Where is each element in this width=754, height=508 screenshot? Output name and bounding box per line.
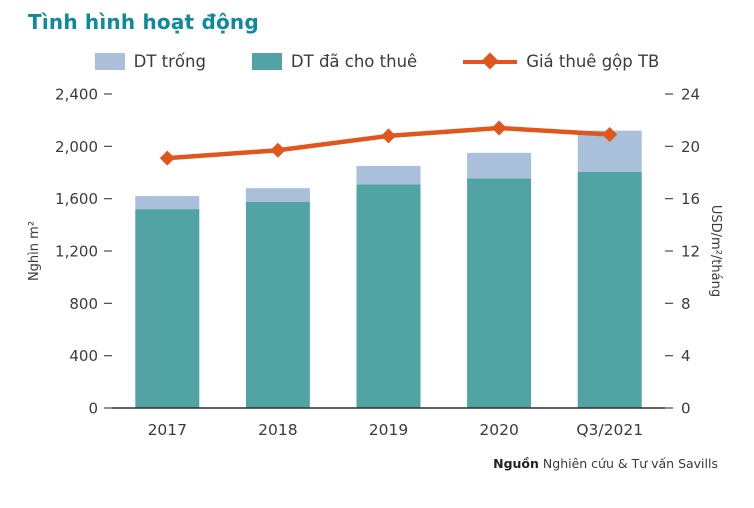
- y-right-tick-label: 16: [681, 190, 700, 208]
- bar-segment: [135, 209, 200, 408]
- x-category-label: 2018: [258, 421, 297, 439]
- source-note: Nguồn Nghiên cứu & Tư vấn Savills: [493, 456, 718, 471]
- y-right-tick-label: 0: [681, 400, 691, 418]
- y-right-tick-label: 24: [681, 86, 700, 104]
- bar-segment: [467, 152, 532, 179]
- legend-label-rent: Giá thuê gộp TB: [526, 51, 660, 71]
- legend-swatch-leased: [251, 52, 282, 70]
- x-category-label: 2019: [369, 421, 408, 439]
- chart-title: Tình hình hoạt động: [28, 10, 259, 34]
- x-category-label: 2020: [479, 421, 518, 439]
- chart-area: 0 400 800 1,200 1,600 2,000 2,400 0 4 8 12 16 20 24 20…: [0, 78, 754, 448]
- y-left-tick-label: 1,600: [55, 190, 98, 208]
- y-left-tick-label: 800: [69, 295, 98, 313]
- y-left-tick-label: 400: [69, 347, 98, 365]
- legend-item-rent: Giá thuê gộp TB: [463, 52, 659, 71]
- source-label: Nguồn: [493, 456, 539, 471]
- y-left-tick-label: 2,400: [55, 86, 98, 104]
- bar-segment: [356, 165, 421, 185]
- chart-legend: DT trống DT đã cho thuê Giá thuê gộp TB: [0, 48, 754, 74]
- legend-label-vacant: DT trống: [133, 51, 206, 71]
- legend-diamond-icon: [481, 52, 499, 70]
- y-left-tick-label: 0: [88, 400, 98, 418]
- bar-segment: [245, 201, 310, 408]
- rent-marker-icon: [602, 127, 618, 143]
- source-text: Nghiên cứu & Tư vấn Savills: [542, 456, 718, 471]
- x-category-label: Q3/2021: [576, 421, 643, 439]
- rent-marker-icon: [159, 150, 175, 166]
- y-right-tick-label: 4: [681, 347, 691, 365]
- rent-marker-icon: [491, 120, 507, 136]
- legend-item-vacant: DT trống: [94, 51, 206, 71]
- y-left-tick-label: 2,000: [55, 138, 98, 156]
- y-right-tick-label: 20: [681, 138, 700, 156]
- legend-label-leased: DT đã cho thuê: [290, 51, 418, 71]
- bar-segment: [135, 196, 200, 210]
- y-left-axis-title: Nghìn m²: [27, 221, 42, 281]
- legend-swatch-vacant: [94, 52, 125, 70]
- x-category-label: 2017: [148, 421, 187, 439]
- bar-segment: [245, 188, 310, 202]
- bar-segment: [467, 178, 532, 408]
- bar-segment: [356, 184, 421, 408]
- y-right-axis-title: USD/m²/tháng: [708, 205, 723, 297]
- y-right-tick-label: 12: [681, 243, 700, 261]
- legend-line-marker-icon: [463, 52, 518, 70]
- chart-canvas: 0 400 800 1,200 1,600 2,000 2,400 0 4 8 12 16 20 24 20…: [27, 86, 723, 440]
- bar-segment: [577, 171, 642, 408]
- rent-marker-icon: [270, 142, 286, 158]
- y-right-tick-label: 8: [681, 295, 691, 313]
- legend-item-leased: DT đã cho thuê: [251, 51, 418, 71]
- y-left-tick-label: 1,200: [55, 243, 98, 261]
- rent-marker-icon: [381, 128, 396, 144]
